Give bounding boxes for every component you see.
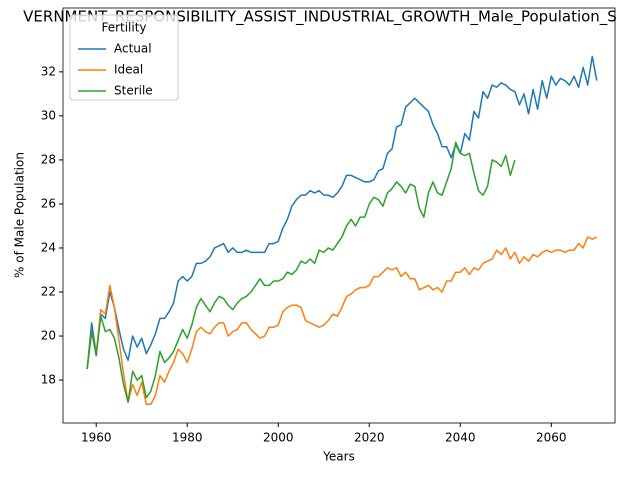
line-series [86,141,516,403]
x-tick-label: 1960 [81,431,112,445]
y-tick-label: 30 [41,108,56,122]
x-axis-label: Years [322,450,355,464]
y-tick-label: 28 [41,152,56,166]
y-tick-label: 18 [41,373,56,387]
x-tick-label: 2000 [263,431,294,445]
x-tick-label: 2060 [536,431,567,445]
legend-label: Sterile [114,84,153,98]
x-tick-label: 2040 [445,431,476,445]
legend-box [69,14,179,101]
y-axis-label: % of Male Population [13,152,27,278]
y-tick-label: 24 [41,240,56,254]
y-tick-label: 20 [41,329,56,343]
x-tick-label: 2020 [354,431,385,445]
plot-frame [62,7,616,424]
legend-title: Fertility [101,21,146,35]
y-tick-label: 32 [41,64,56,78]
x-tick-label: 1980 [172,431,203,445]
line-series [86,55,598,370]
legend-label: Ideal [114,63,143,77]
line-series [86,236,598,406]
legend-label: Actual [114,42,152,56]
y-tick-label: 22 [41,285,56,299]
y-tick-label: 26 [41,196,56,210]
